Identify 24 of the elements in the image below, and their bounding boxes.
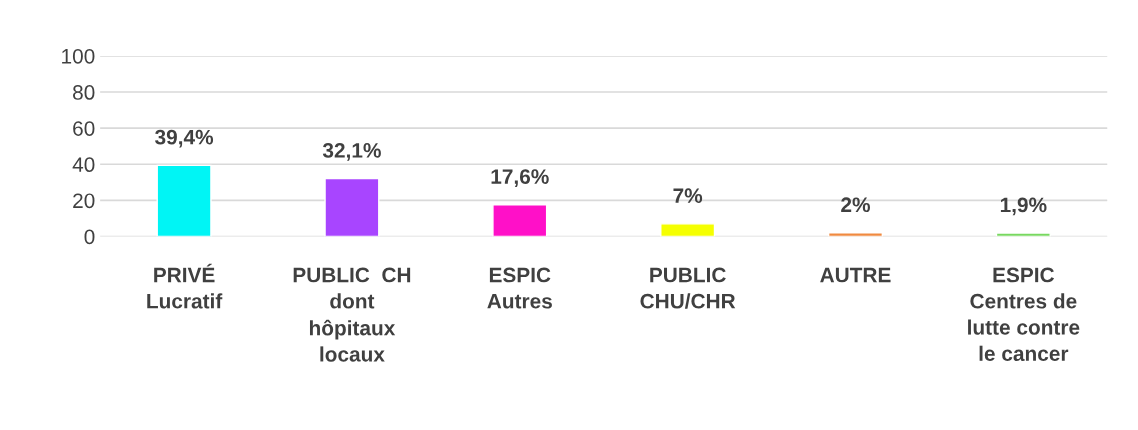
data-label: 17,6%	[491, 169, 549, 187]
y-tick-label: 0	[84, 229, 95, 245]
data-label: 2%	[841, 197, 870, 213]
y-tick-label: 40	[72, 157, 95, 173]
x-tick-label: ESPIC Centres de lutte contre le cancer	[968, 267, 1080, 361]
bar	[156, 164, 212, 237]
bar	[324, 177, 380, 237]
x-tick-label: ESPIC Autres	[487, 267, 552, 309]
data-label: 32,1%	[322, 142, 381, 161]
y-tick-label: 20	[73, 193, 95, 209]
bar	[827, 232, 884, 237]
bar	[492, 204, 548, 237]
data-label: 1,9%	[1000, 197, 1047, 216]
data-label: 7%	[673, 188, 703, 204]
x-tick-label: PRIVÉ Lucratif	[147, 263, 223, 309]
bar	[995, 232, 1051, 237]
x-tick-label: PUBLIC CH dont hôpitaux locaux	[293, 267, 411, 362]
data-label: 39,4%	[155, 129, 214, 148]
y-tick-label: 80	[73, 85, 95, 100]
x-tick-label: PUBLIC CHU/CHR	[640, 267, 736, 309]
bar	[660, 223, 716, 237]
y-tick-label: 60	[73, 121, 95, 136]
x-tick-label: AUTRE	[820, 267, 891, 283]
y-tick-label: 100	[62, 48, 95, 64]
